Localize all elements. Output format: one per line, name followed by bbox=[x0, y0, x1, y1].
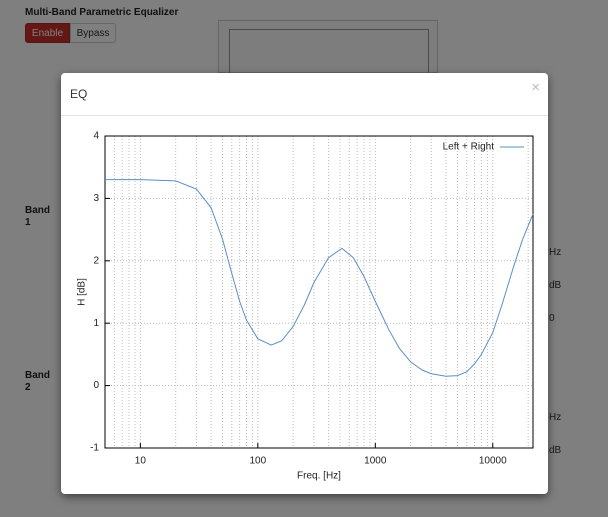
modal-title: EQ bbox=[70, 87, 88, 101]
x-axis-label: Freq. [Hz] bbox=[297, 471, 341, 482]
modal: EQ × -1 0 1 2 3 4 10 100 1000 10000 Freq. [Hz] H [d… bbox=[61, 73, 548, 494]
data-line bbox=[105, 179, 534, 377]
x-tick-label: 1000 bbox=[364, 456, 387, 467]
y-tick-label: 0 bbox=[93, 380, 99, 391]
y-tick-label: 4 bbox=[93, 131, 99, 142]
legend-label: Left + Right bbox=[443, 142, 495, 153]
y-tick-label: 2 bbox=[93, 255, 99, 266]
x-tick-label: 10 bbox=[135, 456, 147, 467]
y-tick-label: 3 bbox=[93, 193, 99, 204]
y-axis-label: H [dB] bbox=[77, 278, 88, 306]
x-tick-label: 10000 bbox=[479, 456, 507, 467]
close-button[interactable]: × bbox=[531, 79, 540, 96]
plot-frame bbox=[104, 135, 534, 449]
y-tick-label: 1 bbox=[93, 318, 99, 329]
chart: -1 0 1 2 3 4 10 100 1000 10000 Freq. [Hz] H [dB] Lef… bbox=[77, 131, 534, 482]
x-tick-label: 100 bbox=[249, 456, 266, 467]
divider bbox=[61, 115, 548, 116]
y-tick-label: -1 bbox=[90, 443, 99, 454]
